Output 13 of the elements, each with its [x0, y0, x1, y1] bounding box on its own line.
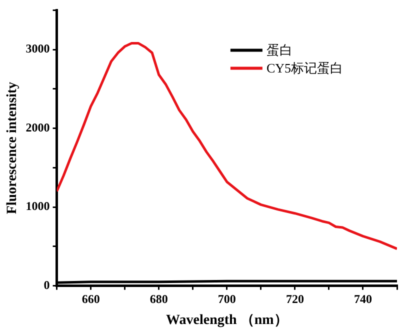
x-tick-label: 700 [218, 292, 236, 306]
y-tick-label: 2000 [26, 120, 50, 134]
x-tick-label: 740 [354, 292, 372, 306]
x-tick-label: 680 [150, 292, 168, 306]
y-tick-label: 0 [44, 278, 50, 292]
legend-label: CY5标记蛋白 [266, 60, 344, 76]
y-tick-label: 1000 [26, 199, 50, 214]
legend-label: 蛋白 [266, 42, 292, 58]
x-tick-label: 660 [82, 292, 100, 306]
x-tick-label: 720 [286, 292, 304, 306]
x-axis-title: Wavelength （nm） [166, 313, 288, 328]
y-tick-label: 3000 [26, 42, 50, 56]
y-axis-title: Fluorescence intensity [5, 82, 20, 214]
